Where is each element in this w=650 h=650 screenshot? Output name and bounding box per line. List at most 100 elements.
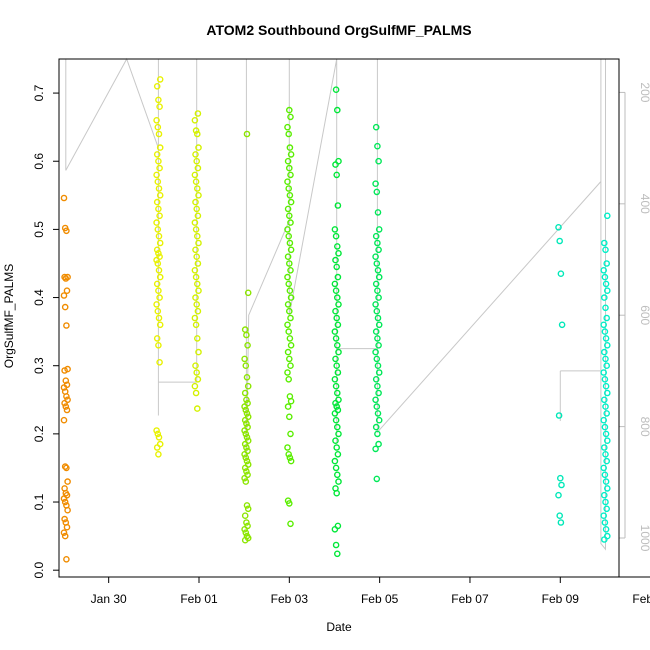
data-point [333, 444, 341, 451]
data-point [154, 226, 162, 233]
data-point [155, 157, 162, 165]
data-point [285, 328, 293, 335]
data-point [192, 389, 200, 397]
data-point [602, 382, 610, 390]
data-point [601, 536, 608, 543]
data-point [60, 529, 68, 537]
data-point [284, 205, 292, 213]
data-point [241, 403, 248, 410]
data-point [287, 457, 295, 465]
data-point [603, 260, 611, 267]
data-point [156, 144, 164, 151]
data-point [601, 491, 608, 499]
data-point [600, 416, 608, 424]
data-points-layer [60, 76, 611, 563]
data-point [374, 362, 382, 370]
data-point [286, 454, 294, 462]
data-point [374, 287, 381, 295]
data-point [62, 403, 70, 410]
data-point [287, 219, 294, 226]
data-point [195, 191, 202, 199]
data-point [331, 280, 339, 288]
data-point [373, 188, 381, 196]
data-point [284, 178, 291, 185]
data-point [62, 275, 70, 282]
data-point [287, 294, 295, 301]
data-point [193, 232, 201, 240]
y-tick-label: 0.4 [32, 289, 46, 306]
series-group [331, 86, 342, 558]
data-point [372, 423, 380, 431]
data-point [285, 307, 293, 315]
data-point [602, 335, 610, 342]
data-point [192, 362, 199, 370]
data-point [286, 144, 294, 151]
data-point [603, 362, 611, 370]
data-point [64, 506, 71, 514]
data-point [154, 430, 162, 438]
data-point [374, 209, 382, 216]
data-point [195, 144, 202, 151]
data-point [287, 246, 295, 254]
data-point [333, 389, 341, 397]
data-point [193, 205, 200, 213]
data-point [155, 266, 163, 274]
data-point [375, 389, 382, 397]
right-y-tick-label: 600 [638, 305, 650, 325]
data-point [285, 130, 293, 138]
right-y-tick-label: 800 [638, 417, 650, 437]
data-point [332, 307, 339, 315]
data-point [153, 171, 160, 179]
data-point [285, 106, 293, 114]
y-tick-label: 0.1 [32, 493, 46, 510]
data-point [241, 474, 248, 482]
data-point [156, 294, 163, 301]
data-point [243, 420, 250, 427]
data-point [602, 280, 610, 288]
data-point [287, 397, 295, 405]
data-point [600, 321, 608, 329]
data-point [194, 260, 202, 267]
data-point [63, 393, 70, 400]
data-point [155, 341, 162, 349]
data-point [192, 198, 199, 206]
x-tick-label: Feb 07 [451, 592, 489, 606]
data-point [375, 157, 382, 165]
data-point [600, 369, 608, 376]
data-point [284, 348, 292, 356]
data-point [155, 185, 163, 192]
data-point [285, 260, 293, 267]
data-point [156, 321, 164, 329]
data-point [600, 464, 608, 472]
data-point [373, 307, 381, 315]
data-point [601, 423, 609, 431]
data-point [153, 246, 161, 254]
data-point [558, 481, 565, 489]
right-y-tick-label: 400 [638, 194, 650, 214]
data-point [284, 226, 291, 233]
data-point [153, 301, 160, 308]
data-point [372, 445, 379, 453]
data-point [243, 331, 250, 339]
data-point [375, 273, 383, 281]
data-point [333, 314, 341, 322]
data-point [63, 287, 71, 295]
data-point [241, 526, 248, 533]
data-point [287, 151, 295, 158]
data-point [244, 505, 252, 513]
y-axis-label: OrgSulfMF_PALMS [2, 264, 16, 368]
data-point [241, 536, 249, 544]
data-point [602, 403, 609, 410]
data-point [332, 399, 339, 407]
data-point [372, 253, 379, 261]
y-tick-label: 0.0 [32, 562, 46, 579]
data-point [192, 246, 199, 254]
data-point [193, 185, 201, 192]
data-point [153, 117, 160, 124]
data-point [333, 106, 341, 114]
data-point [244, 289, 252, 297]
data-point [601, 375, 609, 383]
data-point [241, 440, 249, 448]
data-point [192, 151, 199, 158]
